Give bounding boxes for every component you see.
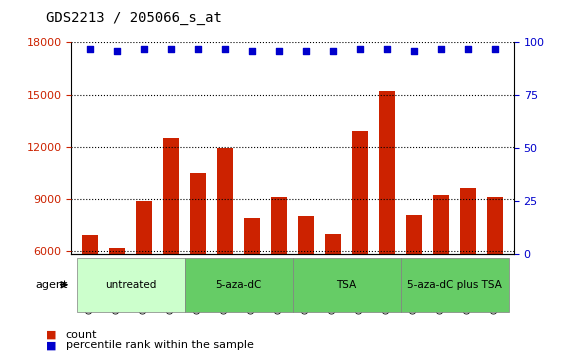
Bar — [460, 188, 476, 354]
Bar — [487, 197, 503, 354]
Text: count: count — [66, 330, 97, 340]
Text: GDS2213 / 205066_s_at: GDS2213 / 205066_s_at — [46, 11, 222, 25]
Point — [167, 46, 176, 52]
Bar — [325, 234, 341, 354]
Bar — [217, 148, 234, 354]
Bar — [379, 91, 395, 354]
Point — [112, 48, 122, 54]
Text: percentile rank within the sample: percentile rank within the sample — [66, 341, 254, 350]
Point — [490, 46, 500, 52]
Bar — [136, 201, 152, 354]
Text: TSA: TSA — [336, 280, 357, 290]
Point — [275, 48, 284, 54]
Bar — [298, 216, 314, 354]
Text: untreated: untreated — [105, 280, 156, 290]
FancyBboxPatch shape — [184, 257, 292, 312]
Bar — [352, 131, 368, 354]
Point — [436, 46, 445, 52]
Point — [383, 46, 392, 52]
Bar — [82, 235, 98, 354]
Point — [356, 46, 365, 52]
Text: ■: ■ — [46, 341, 56, 350]
Point — [220, 46, 230, 52]
Point — [301, 48, 311, 54]
Point — [409, 48, 419, 54]
Bar — [271, 197, 287, 354]
Point — [194, 46, 203, 52]
Point — [464, 46, 473, 52]
Bar — [109, 247, 126, 354]
Text: 5-aza-dC plus TSA: 5-aza-dC plus TSA — [407, 280, 502, 290]
FancyBboxPatch shape — [77, 257, 184, 312]
Point — [328, 48, 337, 54]
FancyBboxPatch shape — [401, 257, 509, 312]
FancyBboxPatch shape — [292, 257, 401, 312]
Text: agent: agent — [35, 280, 67, 290]
Text: 5-aza-dC: 5-aza-dC — [215, 280, 262, 290]
Bar — [244, 218, 260, 354]
Bar — [163, 138, 179, 354]
Point — [86, 46, 95, 52]
Bar — [406, 215, 422, 354]
Bar — [190, 173, 206, 354]
Point — [248, 48, 257, 54]
Text: ■: ■ — [46, 330, 56, 340]
Point — [140, 46, 149, 52]
Bar — [433, 195, 449, 354]
